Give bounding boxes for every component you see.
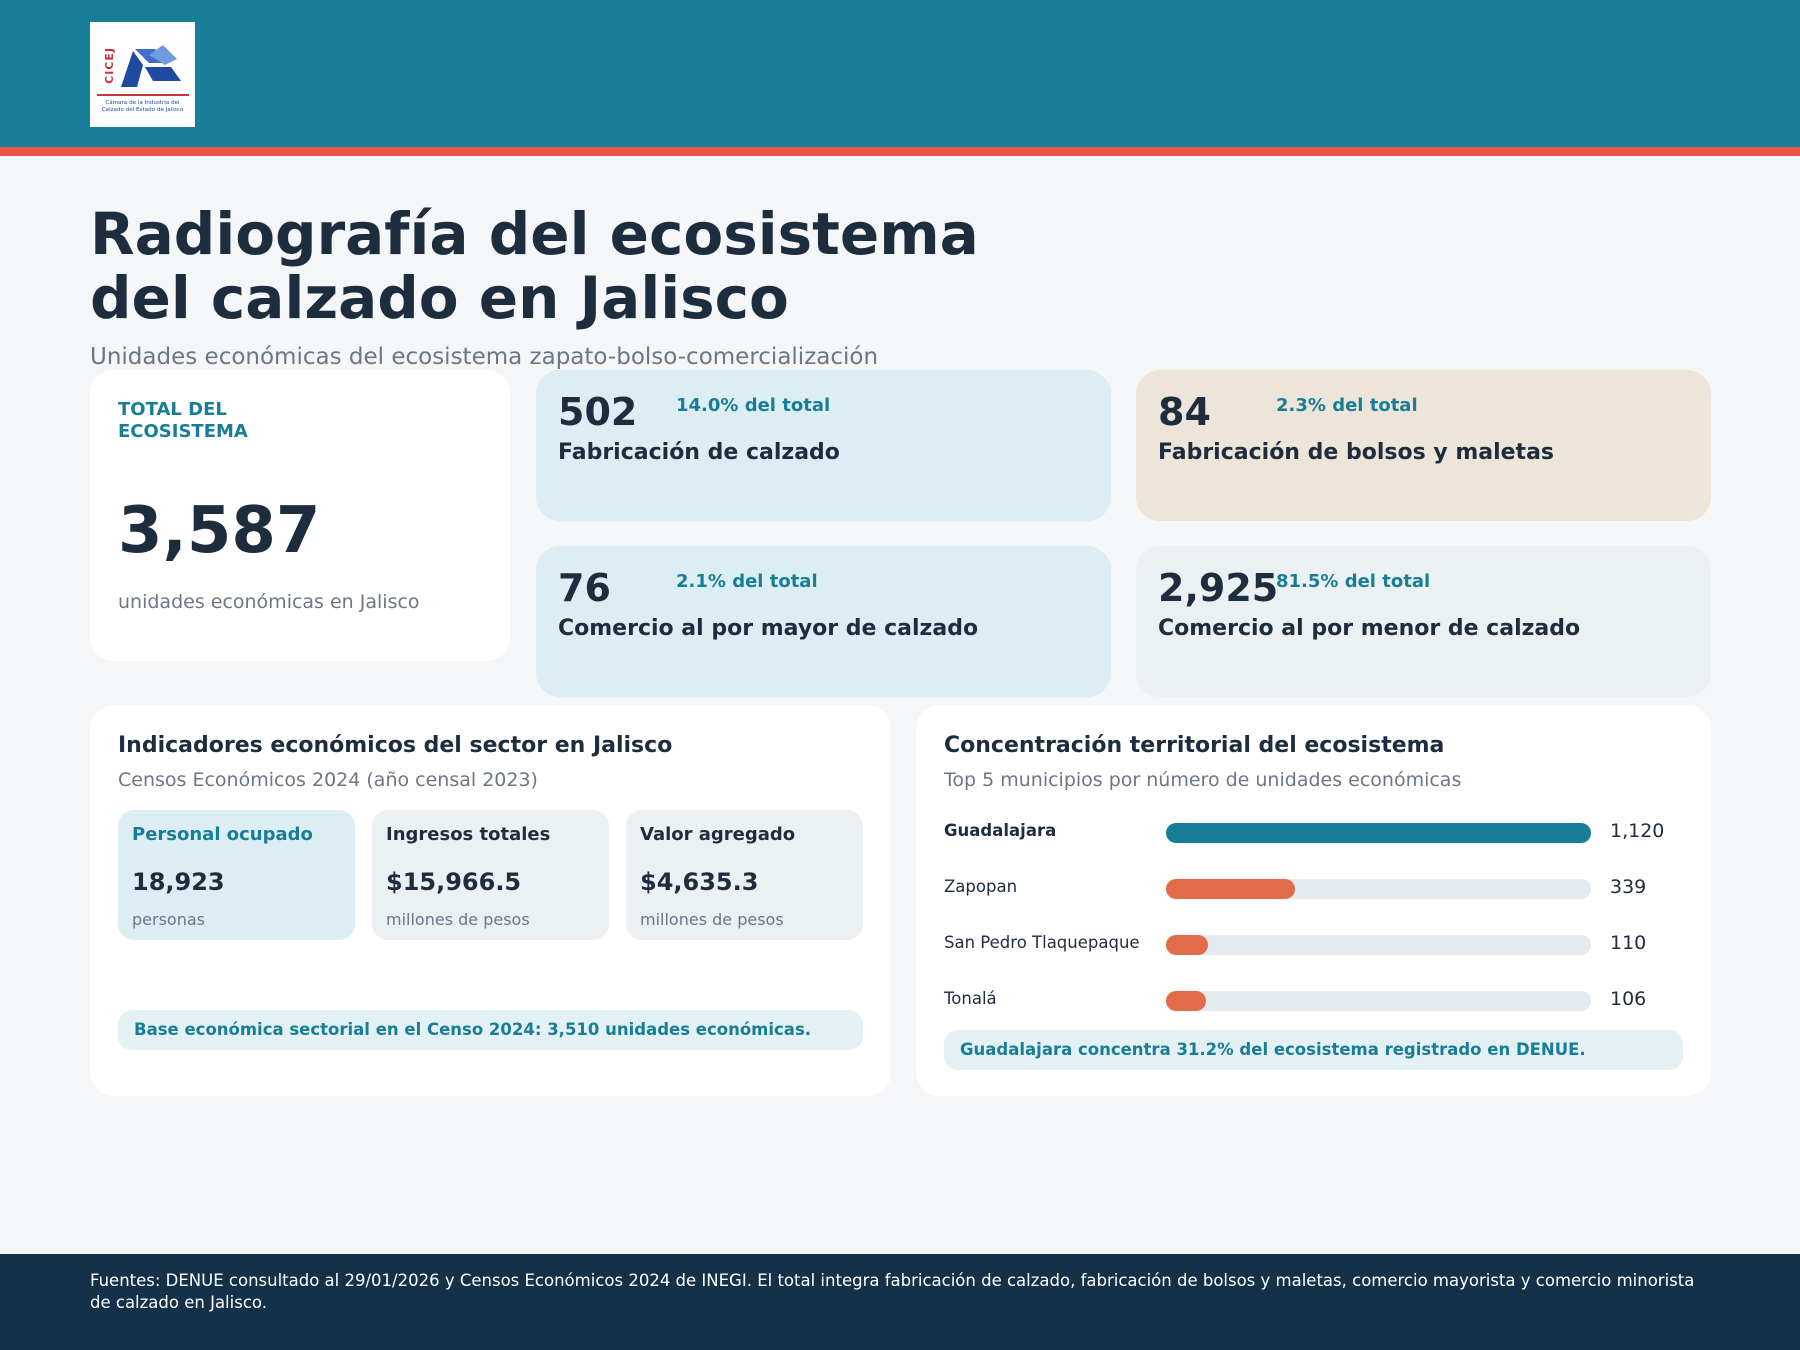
kpi-label: Valor agregado [640,824,796,845]
bar-track [1166,991,1591,1011]
kpi-valor-agregado: Valor agregado $4,635.3 millones de peso… [626,810,863,940]
bar [1166,935,1208,955]
kpi-value: $15,966.5 [386,868,522,896]
total-ecosystem-card: TOTAL DEL ECOSISTEMA 3,587 unidades econ… [90,370,510,661]
bar-value-label: 106 [1610,988,1647,1010]
bar-track [1166,935,1591,955]
header-accent-stripe [0,147,1800,156]
segment-value: 502 [558,390,638,434]
kpi-label: Personal ocupado [132,824,313,845]
logo-acronym: CICEJ [102,46,116,84]
bar-label: Guadalajara [944,821,1057,840]
kpi-value: $4,635.3 [640,868,759,896]
segment-percent: 2.3% del total [1276,395,1418,416]
segment-value: 2,925 [1158,566,1279,610]
total-label: TOTAL DEL ECOSISTEMA [118,399,248,442]
bar-label: Tonalá [944,989,997,1008]
segment-percent: 2.1% del total [676,571,818,592]
segment-label: Comercio al por mayor de calzado [558,616,979,641]
bar-value-label: 110 [1610,932,1647,954]
footer: Fuentes: DENUE consultado al 29/01/2026 … [0,1254,1800,1350]
bar-track [1166,823,1591,843]
segment-card-fabricacion-calzado: 502 14.0% del total Fabricación de calza… [536,370,1111,521]
segment-value: 76 [558,566,611,610]
bar-label: San Pedro Tlaquepaque [944,933,1140,952]
kpi-unit: millones de pesos [640,910,784,929]
territorial-subtitle: Top 5 municipios por número de unidades … [944,769,1462,791]
total-value: 3,587 [118,494,321,568]
segment-value: 84 [1158,390,1211,434]
territorial-panel: Concentración territorial del ecosistema… [916,705,1711,1096]
header-bar [0,0,1800,147]
kpi-unit: millones de pesos [386,910,530,929]
bar [1166,823,1591,843]
page-title: Radiografía del ecosistema del calzado e… [90,200,979,332]
total-caption: unidades económicas en Jalisco [118,591,420,613]
bar-value-label: 1,120 [1610,820,1665,842]
segment-label: Fabricación de calzado [558,440,840,465]
cicej-logo: CICEJ Cámara de la Industria del Calzado… [90,22,195,127]
bar [1166,879,1295,899]
bar-track [1166,879,1591,899]
bar-value-label: 339 [1610,876,1647,898]
territorial-note: Guadalajara concentra 31.2% del ecosiste… [944,1030,1683,1070]
page-subtitle: Unidades económicas del ecosistema zapat… [90,344,879,370]
bar-label: Zapopan [944,877,1018,896]
indicators-subtitle: Censos Económicos 2024 (año censal 2023) [118,769,538,791]
indicators-title: Indicadores económicos del sector en Jal… [118,733,673,758]
logo-caption: Cámara de la Industria del Calzado del E… [101,100,184,113]
kpi-value: 18,923 [132,868,225,896]
segment-card-comercio-menor: 2,925 81.5% del total Comercio al por me… [1136,546,1711,697]
indicators-note: Base económica sectorial en el Censo 202… [118,1010,863,1050]
kpi-ingresos-totales: Ingresos totales $15,966.5 millones de p… [372,810,609,940]
footer-sources: Fuentes: DENUE consultado al 29/01/2026 … [90,1271,1695,1312]
kpi-personal-ocupado: Personal ocupado 18,923 personas [118,810,355,940]
kpi-unit: personas [132,910,205,929]
segment-label: Fabricación de bolsos y maletas [1158,440,1555,465]
bar [1166,991,1207,1011]
logo-divider [96,94,189,96]
segment-card-comercio-mayor: 76 2.1% del total Comercio al por mayor … [536,546,1111,697]
segment-label: Comercio al por menor de calzado [1158,616,1581,641]
territorial-title: Concentración territorial del ecosistema [944,733,1445,758]
indicators-panel: Indicadores económicos del sector en Jal… [90,705,891,1096]
segment-percent: 14.0% del total [676,395,831,416]
segment-percent: 81.5% del total [1276,571,1431,592]
segment-card-bolsos-maletas: 84 2.3% del total Fabricación de bolsos … [1136,370,1711,521]
cicej-logo-icon [120,45,181,87]
kpi-label: Ingresos totales [386,824,551,845]
